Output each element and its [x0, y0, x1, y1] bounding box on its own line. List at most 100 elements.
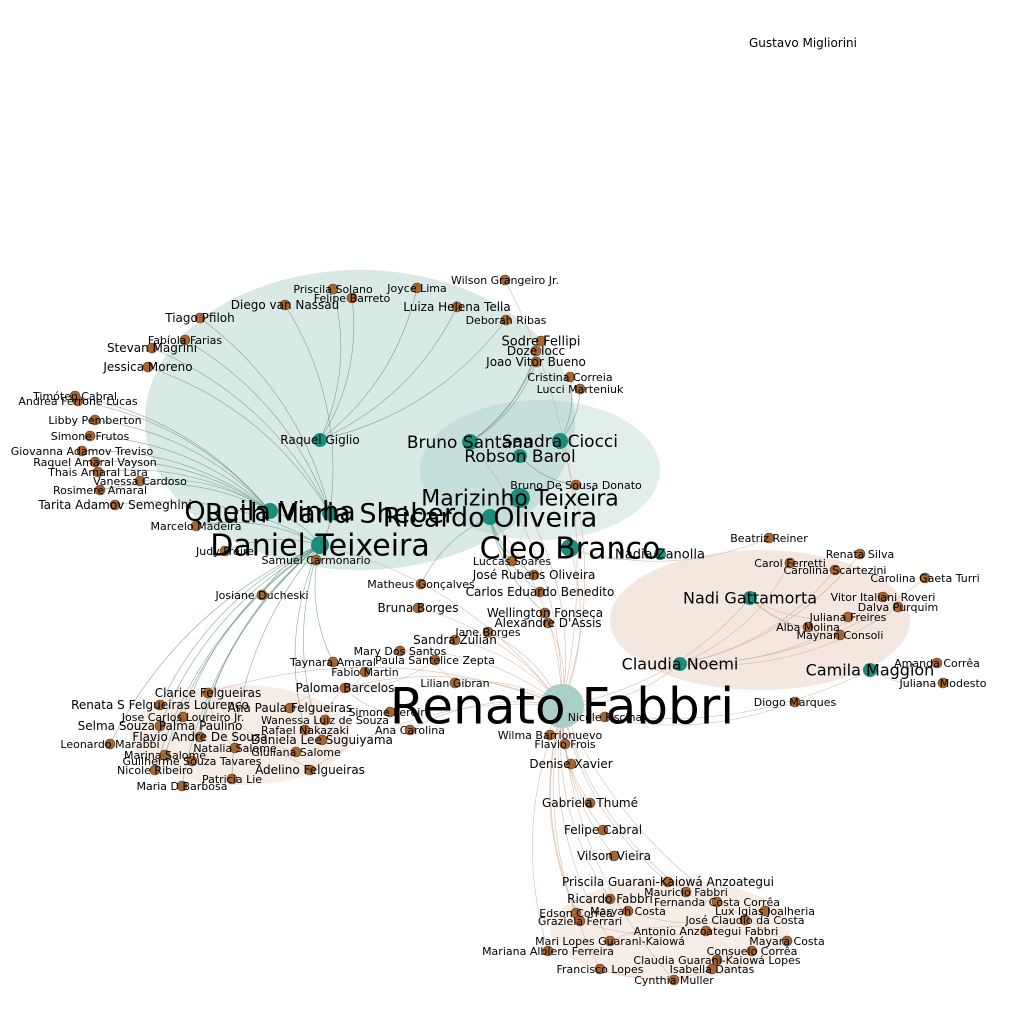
node-rosimere-amaral[interactable]: [94, 484, 106, 496]
node-cristina-correia[interactable]: [564, 371, 576, 383]
node-thais-amaral-lara[interactable]: [92, 466, 104, 478]
node-samuel-carmonario[interactable]: [310, 554, 322, 566]
node-guilherme-souza-tavares[interactable]: [186, 755, 198, 767]
node-carolina-scartezini[interactable]: [829, 564, 841, 576]
node-ricardo-oliveira[interactable]: [482, 509, 498, 525]
node-simone-frutos[interactable]: [84, 430, 96, 442]
node-ricardo-fabbri[interactable]: [604, 893, 616, 905]
node-graziela-ferrari[interactable]: [574, 915, 586, 927]
node-bruna-borges[interactable]: [412, 602, 424, 614]
node-vanessa-cardoso[interactable]: [134, 475, 146, 487]
node-natalia-salome[interactable]: [229, 742, 241, 754]
node-claudia-noemi[interactable]: [673, 657, 687, 671]
node-fabiola-farias[interactable]: [179, 334, 191, 346]
node-marizinho-teixeira[interactable]: [510, 488, 530, 508]
node-raquel-giglio[interactable]: [313, 433, 327, 447]
node-renato-fabbri[interactable]: [540, 684, 584, 728]
node-jose-carlos-loureiro-jr[interactable]: [177, 711, 189, 723]
node-maryah-costa[interactable]: [622, 905, 634, 917]
node-jose-rubens-oliveira[interactable]: [528, 569, 540, 581]
node-taynara-amaral[interactable]: [327, 656, 339, 668]
node-lux-igias-joalheria[interactable]: [759, 905, 771, 917]
node-josiane-ducheski[interactable]: [256, 589, 268, 601]
node-vitor-italiani-roveri[interactable]: [877, 591, 889, 603]
node-diogo-marques[interactable]: [789, 696, 801, 708]
node-judy-freire[interactable]: [219, 545, 231, 557]
node-nadia-zanolla[interactable]: [654, 548, 666, 560]
node-raquel-amaral-vayson[interactable]: [89, 456, 101, 468]
node-gabriela-thume[interactable]: [584, 797, 596, 809]
node-diego-van-nassau[interactable]: [279, 299, 291, 311]
node-mauricio-fabbri[interactable]: [680, 886, 692, 898]
node-jane-borges[interactable]: [482, 626, 494, 638]
node-doze-iocc[interactable]: [530, 345, 542, 357]
node-cleo-branco[interactable]: [561, 539, 579, 557]
node-joyce-lima[interactable]: [411, 282, 423, 294]
node-beatriz-reiner[interactable]: [763, 532, 775, 544]
node-jose-claudio-da-costa[interactable]: [739, 914, 751, 926]
node-carolina-gaeta-turri[interactable]: [919, 572, 931, 584]
node-felipe-cabral[interactable]: [597, 824, 609, 836]
node-consuelo-correa[interactable]: [746, 945, 758, 957]
node-lucci-marteniuk[interactable]: [574, 383, 586, 395]
node-libby-pemberton[interactable]: [89, 414, 101, 426]
node-giuliana-salome[interactable]: [290, 746, 302, 758]
node-nadi-gattamorta[interactable]: [743, 591, 757, 605]
node-carol-ferretti[interactable]: [784, 557, 796, 569]
node-isabella-dantas[interactable]: [706, 963, 718, 975]
node-priscila-solano[interactable]: [327, 283, 339, 295]
node-maria-d-barbosa[interactable]: [176, 780, 188, 792]
node-claudia-guarani-kaiowa-lopes[interactable]: [711, 954, 723, 966]
node-mariana-albiero-ferreira[interactable]: [542, 945, 554, 957]
node-luccas-soares[interactable]: [506, 555, 518, 567]
node-tiago-pfiloh[interactable]: [194, 312, 206, 324]
node-patricia-lie[interactable]: [226, 773, 238, 785]
node-flavio-frois[interactable]: [559, 738, 571, 750]
node-wilson-grangeiro-jr[interactable]: [499, 274, 511, 286]
node-timoteo-cabral[interactable]: [69, 390, 81, 402]
node-clarice-felgueiras[interactable]: [202, 687, 214, 699]
node-francisco-lopes[interactable]: [594, 963, 606, 975]
node-denise-xavier[interactable]: [565, 758, 577, 770]
node-ruth-maria-sheber[interactable]: [322, 505, 338, 521]
node-juliana-modesto[interactable]: [937, 677, 949, 689]
node-paloma-barcelos[interactable]: [339, 682, 351, 694]
node-bruno-santana[interactable]: [462, 434, 478, 450]
node-juliana-freires[interactable]: [842, 611, 854, 623]
node-rafael-nakazaki[interactable]: [299, 724, 311, 736]
node-nicole-ribeiro[interactable]: [149, 764, 161, 776]
node-deborah-ribas[interactable]: [500, 314, 512, 326]
node-adelino-felgueiras[interactable]: [304, 764, 316, 776]
node-selma-souza-palma-paulino[interactable]: [154, 720, 166, 732]
node-sodre-fellipi[interactable]: [535, 335, 547, 347]
node-amanda-correa[interactable]: [931, 657, 943, 669]
node-alexandre-d-assis[interactable]: [542, 617, 554, 629]
node-ana-paula-felgueiras[interactable]: [284, 702, 296, 714]
node-luiza-helena-tella[interactable]: [451, 301, 463, 313]
node-paula-santelice-zepta[interactable]: [429, 654, 441, 666]
node-sandra-zulian[interactable]: [449, 634, 461, 646]
node-jessica-moreno[interactable]: [142, 361, 154, 373]
node-felipe-barreto[interactable]: [346, 292, 358, 304]
node-queila-vinha[interactable]: [262, 503, 278, 519]
node-renata-s-felgueiras-lourenco[interactable]: [154, 699, 166, 711]
node-priscila-guarani-kaiowa-anzoategui[interactable]: [662, 876, 674, 888]
node-mary-dos-santos[interactable]: [394, 645, 406, 657]
node-cynthia-muller[interactable]: [668, 974, 680, 986]
node-alba-molina[interactable]: [802, 621, 814, 633]
node-matheus-goncalves[interactable]: [415, 578, 427, 590]
node-tarita-adamov-semeghini[interactable]: [109, 499, 121, 511]
node-daniela-lee-suguiyama[interactable]: [316, 734, 328, 746]
node-mayara-costa[interactable]: [781, 935, 793, 947]
node-antonio-anzoategui-fabbri[interactable]: [700, 925, 712, 937]
node-carlos-eduardo-benedito[interactable]: [534, 586, 546, 598]
node-lilian-gibran[interactable]: [449, 677, 461, 689]
node-giovanna-adamov-treviso[interactable]: [76, 445, 88, 457]
node-flavio-andre-de-souza[interactable]: [194, 731, 206, 743]
node-fernanda-costa-correa[interactable]: [711, 896, 723, 908]
node-sandra-ciocci[interactable]: [552, 433, 568, 449]
node-daniel-teixeira[interactable]: [311, 536, 329, 554]
node-renata-silva[interactable]: [854, 548, 866, 560]
node-mari-lopes-guarani-kaiowa[interactable]: [604, 935, 616, 947]
node-marcelo-madeira[interactable]: [190, 520, 202, 532]
